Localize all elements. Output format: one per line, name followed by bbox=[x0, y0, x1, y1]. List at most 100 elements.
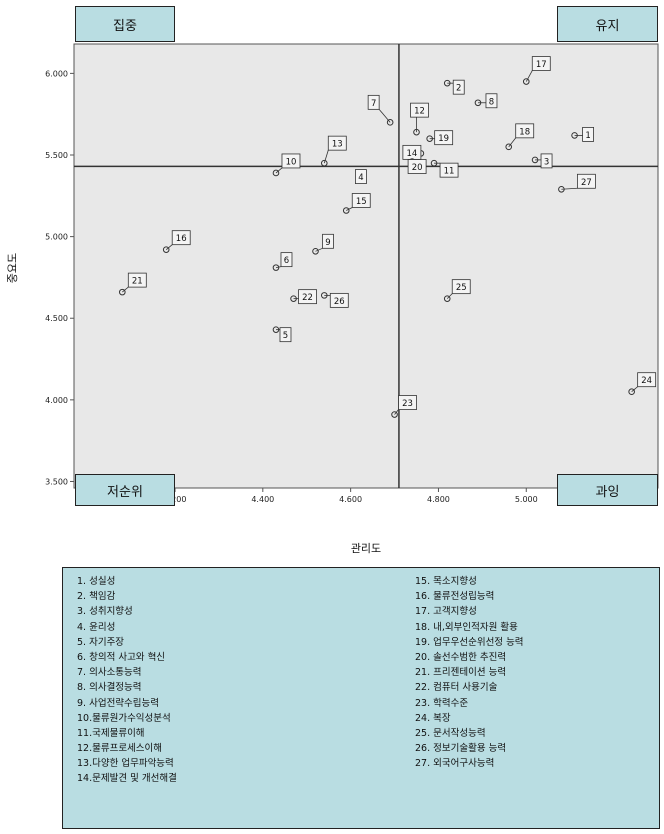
data-point bbox=[443, 295, 451, 302]
legend-item: 21. 프리젠테이션 능력 bbox=[415, 667, 507, 679]
point-label-box bbox=[637, 372, 657, 388]
y-tick-label: 6.000 bbox=[45, 69, 68, 78]
point-leader-line bbox=[346, 207, 353, 211]
data-point bbox=[426, 135, 433, 142]
point-label: 25 bbox=[456, 283, 467, 293]
legend-item: 7. 의사소통능력 bbox=[77, 667, 142, 679]
point-label-box bbox=[171, 230, 191, 246]
point-label: 13 bbox=[332, 140, 343, 150]
point-label: 27 bbox=[581, 178, 592, 188]
point-label-box bbox=[279, 327, 292, 343]
legend-item: 27. 외국어구사능력 bbox=[415, 758, 495, 770]
data-point bbox=[474, 99, 482, 107]
point-label: 8 bbox=[489, 97, 494, 107]
point-label: 6 bbox=[284, 256, 289, 266]
plot-area bbox=[73, 43, 659, 489]
legend-item: 15. 목소지향성 bbox=[415, 576, 477, 587]
point-leader-line bbox=[525, 70, 533, 82]
legend-item: 13.다양한 업무파악능력 bbox=[77, 758, 174, 770]
point-label: 3 bbox=[544, 157, 549, 167]
point-label-box bbox=[355, 169, 367, 184]
point-leader-line bbox=[122, 286, 129, 293]
legend-item: 1. 성실성 bbox=[77, 576, 116, 587]
quadrant-label-bottom-right: 과잉 bbox=[557, 474, 658, 506]
point-leader-line bbox=[165, 244, 173, 250]
legend-item: 20. 솔선수범한 추진력 bbox=[415, 651, 507, 663]
data-point bbox=[290, 295, 297, 302]
x-tick-label: 4.600 bbox=[339, 495, 362, 504]
legend-item: 18. 내,외부인적자원 활용 bbox=[415, 621, 518, 633]
point-label-box bbox=[127, 272, 147, 288]
data-point bbox=[386, 119, 394, 126]
legend-item: 22. 컴퓨터 사용기술 bbox=[415, 682, 498, 694]
point-label-box bbox=[515, 123, 535, 139]
point-leader-line bbox=[508, 137, 517, 148]
point-label: 11 bbox=[444, 167, 455, 177]
legend-item: 14.문제발견 및 개선해결 bbox=[77, 773, 177, 785]
data-point bbox=[342, 207, 350, 214]
legend-column-right: 15. 목소지향성 16. 물류전성립능력 17. 고객지향성 18. 내,외부인적자… bbox=[415, 574, 524, 771]
point-label: 14 bbox=[406, 149, 417, 159]
legend-item: 11.국제물류이해 bbox=[77, 727, 145, 739]
data-point bbox=[272, 326, 280, 333]
quadrant-label-top-right: 유지 bbox=[557, 6, 658, 42]
point-label: 22 bbox=[302, 293, 313, 303]
point-label: 18 bbox=[519, 127, 530, 137]
point-label: 1 bbox=[585, 131, 590, 141]
point-label: 24 bbox=[641, 376, 652, 386]
data-point bbox=[413, 128, 420, 136]
legend-item: 8. 의사결정능력 bbox=[77, 682, 142, 694]
legend-item: 19. 업무우선순위선정 능력 bbox=[415, 636, 524, 648]
point-label-box bbox=[434, 130, 454, 146]
x-tick-label: 4.400 bbox=[251, 495, 274, 504]
point-label-box bbox=[327, 135, 347, 151]
data-point bbox=[312, 248, 319, 255]
point-leader-line bbox=[446, 293, 453, 299]
quadrant-label-top-left: 집중 bbox=[75, 6, 175, 42]
point-label-box bbox=[329, 292, 349, 308]
point-label-box bbox=[452, 79, 465, 95]
data-point bbox=[571, 132, 578, 139]
point-label: 9 bbox=[325, 238, 330, 248]
point-label-box bbox=[281, 153, 301, 169]
x-tick-label: 4.800 bbox=[427, 495, 450, 504]
legend-item: 2. 책임감 bbox=[77, 591, 116, 603]
point-label: 19 bbox=[438, 134, 449, 144]
point-label-box bbox=[439, 162, 459, 178]
legend-item: 9. 사업전략수립능력 bbox=[77, 697, 160, 709]
legend-item: 24. 복장 bbox=[415, 712, 451, 724]
point-label-box bbox=[451, 279, 471, 295]
y-tick-label: 4.500 bbox=[45, 314, 68, 323]
point-label-box bbox=[407, 159, 427, 174]
point-leader-line bbox=[315, 247, 323, 252]
point-label: 7 bbox=[371, 99, 376, 109]
point-label: 26 bbox=[334, 297, 345, 307]
legend-item: 6. 창의적 사고와 혁신 bbox=[77, 651, 166, 663]
data-point bbox=[320, 159, 328, 167]
point-label: 16 bbox=[176, 234, 187, 244]
point-label-box bbox=[367, 94, 380, 110]
data-point bbox=[558, 185, 565, 193]
legend-item: 25. 문서작성능력 bbox=[415, 727, 486, 739]
y-tick-label: 5.000 bbox=[45, 233, 68, 242]
y-tick-label: 5.500 bbox=[45, 151, 68, 160]
legend-item: 5. 자기주장 bbox=[77, 636, 125, 648]
legend-item: 12.물류프로세스이해 bbox=[77, 743, 163, 755]
y-axis: 3.500 4.000 4.500 5.000 5.500 6.000 bbox=[45, 69, 74, 486]
point-leader-line bbox=[323, 150, 329, 164]
legend-column-left: 1. 성실성 2. 책임감 3. 성취지향성 4. 윤리성 5. 자기주장 6. 창의적 … bbox=[77, 574, 177, 787]
point-label-box bbox=[485, 93, 498, 109]
legend-item: 16. 물류전성립능력 bbox=[415, 591, 495, 603]
data-point bbox=[628, 388, 635, 395]
data-point bbox=[162, 246, 170, 253]
legend: 1. 성실성 2. 책임감 3. 성취지향성 4. 윤리성 5. 자기주장 6. 창의적 … bbox=[62, 567, 660, 829]
point-label-box bbox=[298, 289, 317, 305]
legend-item: 26. 정보기술활용 능력 bbox=[415, 743, 507, 755]
data-point bbox=[272, 264, 280, 271]
point-label-box bbox=[531, 56, 551, 71]
data-point bbox=[320, 292, 328, 299]
point-label: 15 bbox=[356, 197, 367, 207]
data-point bbox=[531, 156, 539, 164]
point-label: 4 bbox=[358, 173, 363, 183]
